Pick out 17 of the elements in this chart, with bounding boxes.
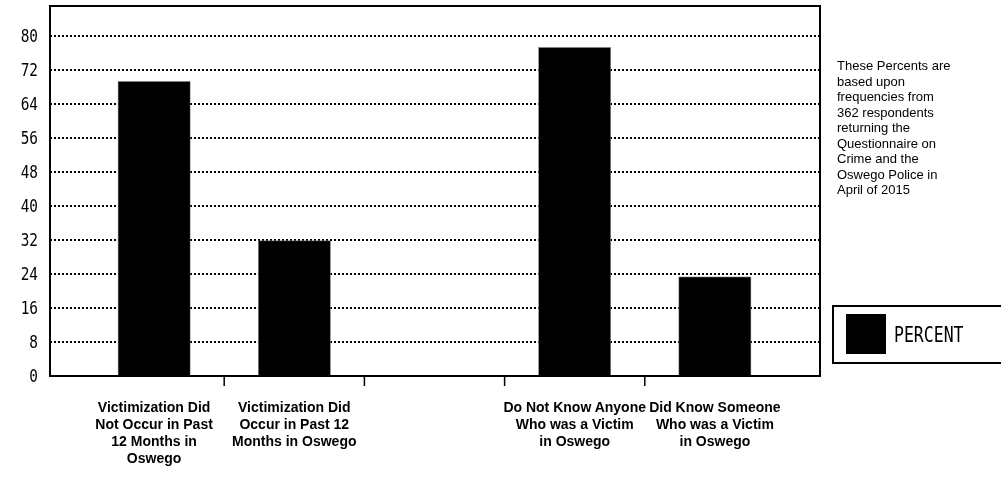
x-tick-label: Victimization Did Occur in Past 12 Months in Oswego [232,399,357,449]
text: These Percents are based upon frequencies from 362 respondents returning the Questionnaire on Crime and the Oswego Police in April of 2015 [837,58,951,197]
y-tick-label: 56 [20,127,38,149]
y-tick-label: 40 [20,195,38,217]
y-tick-label: 24 [20,263,39,285]
legend-label: PERCENT [894,321,964,348]
y-tick-label: 48 [20,161,38,183]
x-tick-label: Do Not Know Anyone Who was a Victim in Oswego [503,399,647,449]
x-tick-label: Victimization Did Not Occur in Past 12 Months in Oswego [95,399,214,466]
y-tick-label: 64 [20,93,39,115]
y-tick-label: 8 [29,331,38,353]
y-tick-label: 16 [20,297,38,319]
x-tick-label: Did Know Someone Who was a Victim in Oswego [649,399,781,449]
y-tick-label: 80 [20,25,38,47]
y-tick-label: 32 [20,229,38,251]
y-tick-label: 0 [29,365,38,387]
y-tick-label: 72 [20,59,38,81]
